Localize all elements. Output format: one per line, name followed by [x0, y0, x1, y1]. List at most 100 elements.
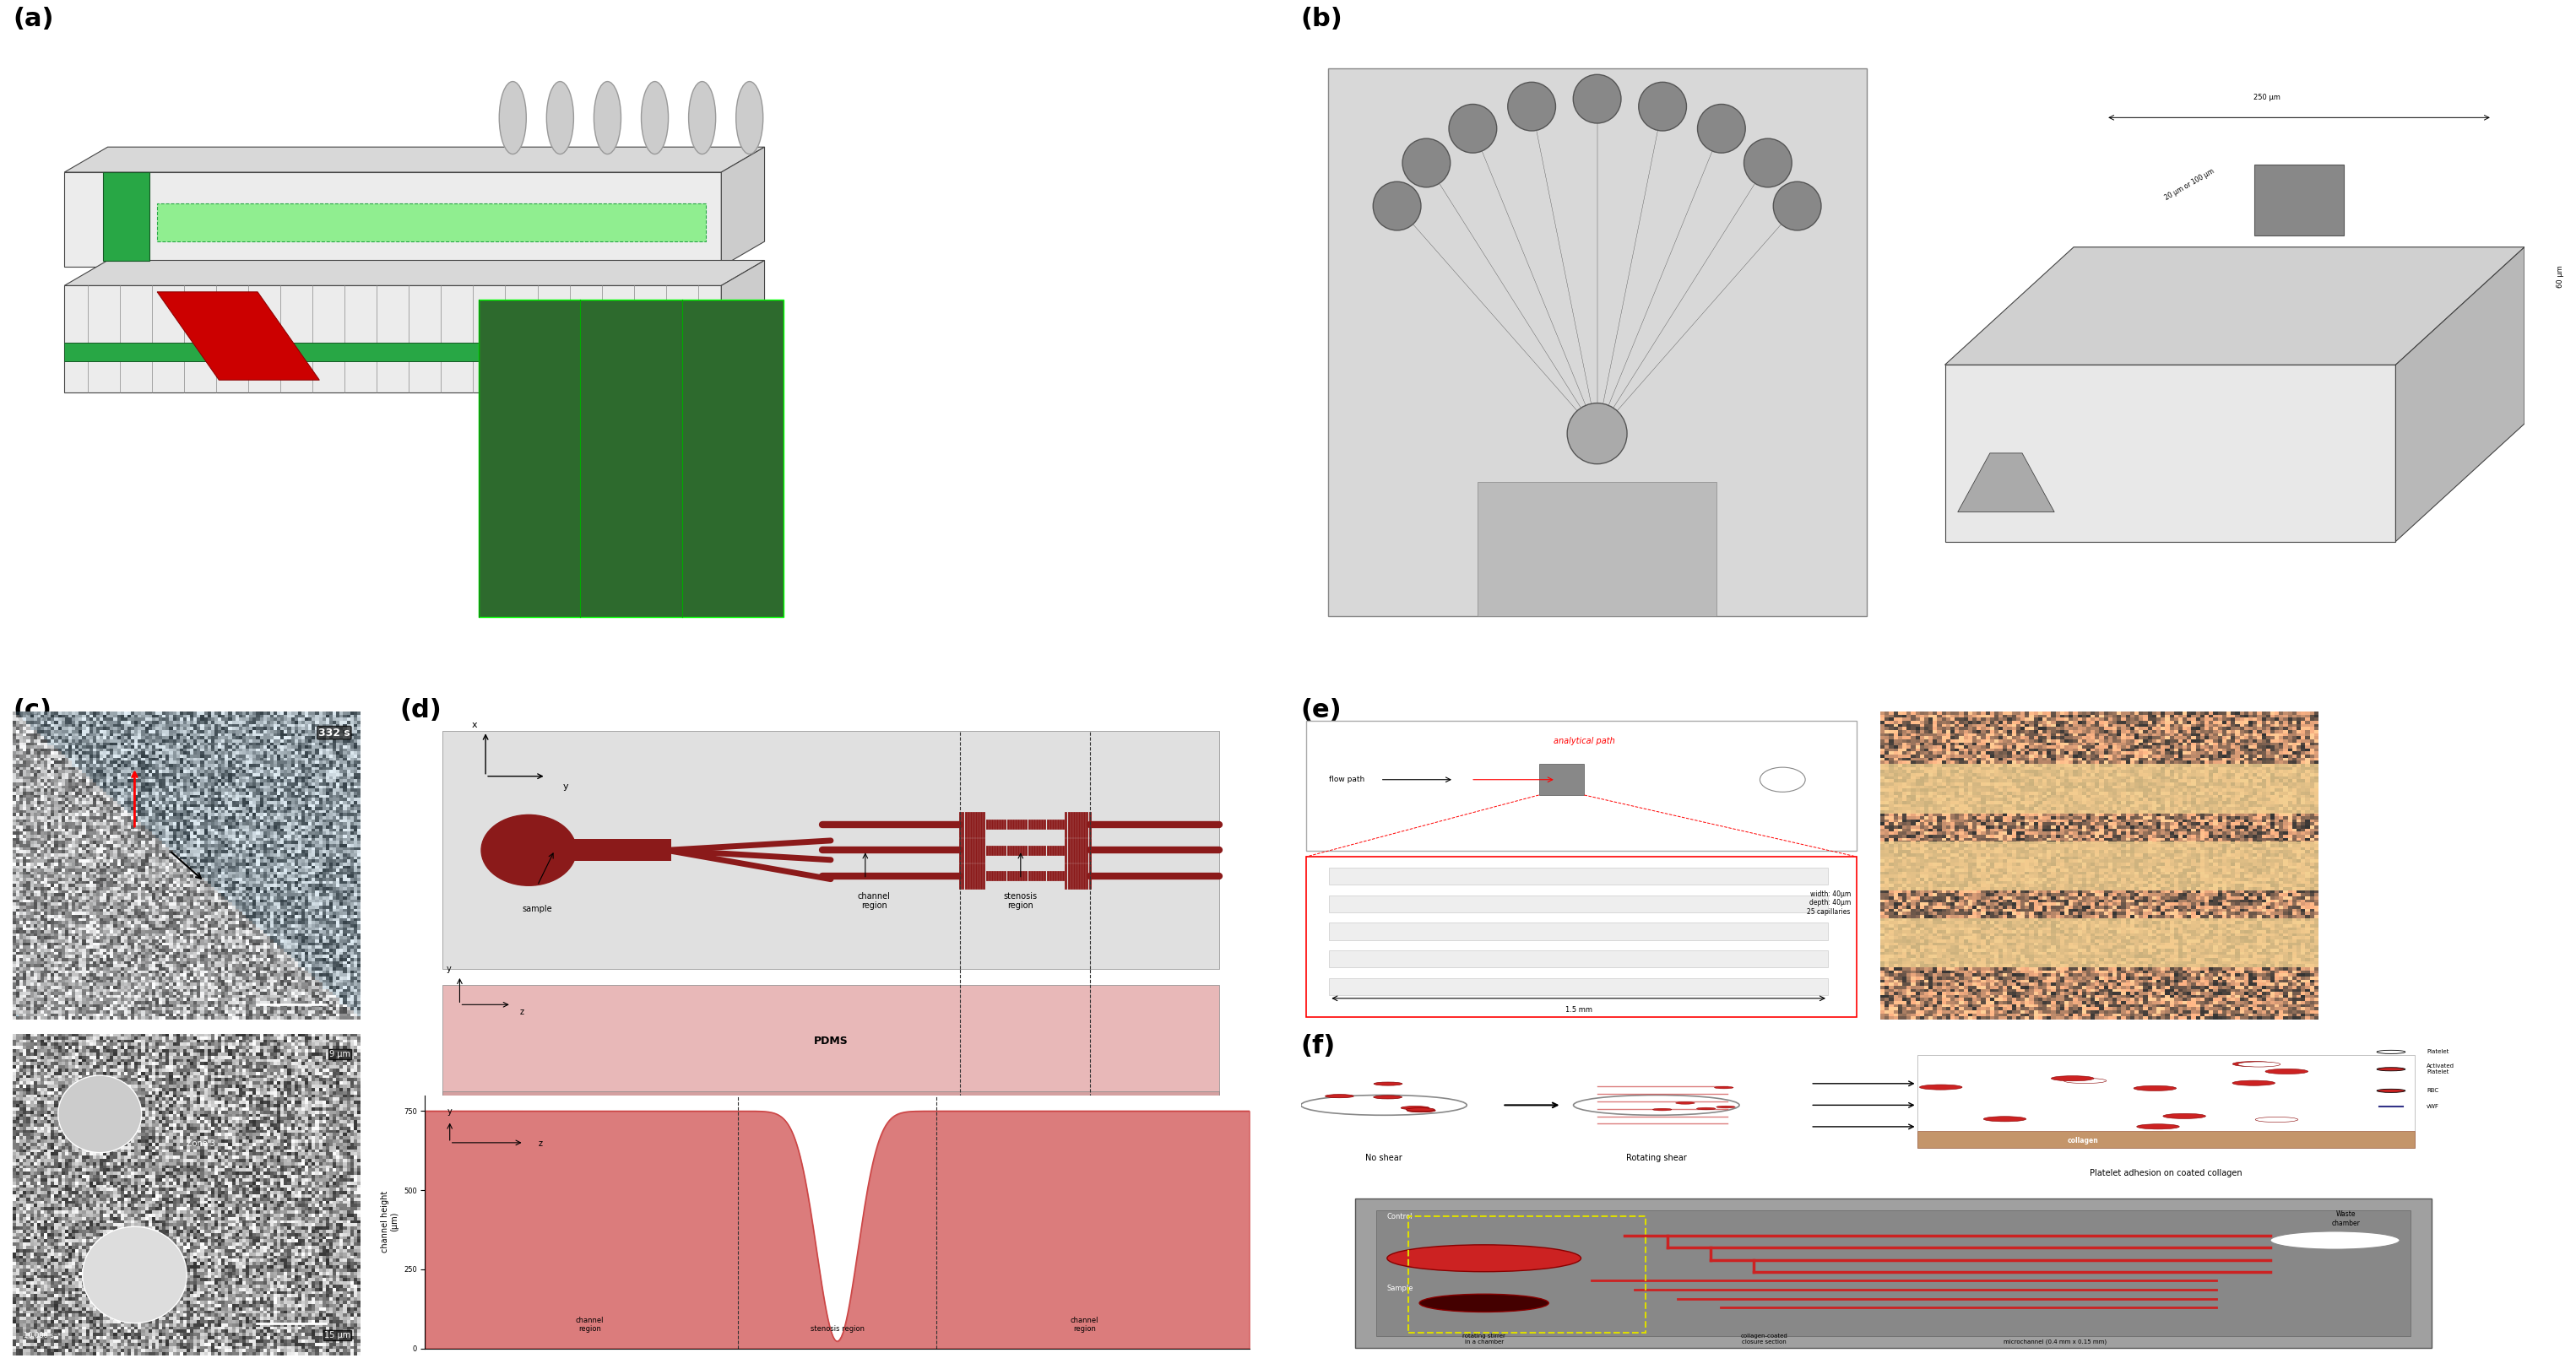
Text: width: 40μm
depth: 40μm
25 capillaries: width: 40μm depth: 40μm 25 capillaries — [1808, 890, 1850, 916]
Text: analytical path: analytical path — [1553, 737, 1615, 745]
Text: flow path: flow path — [1329, 776, 1365, 783]
Circle shape — [2226, 1106, 2267, 1112]
Text: Control: Control — [1386, 1213, 1412, 1220]
Circle shape — [1386, 1244, 1582, 1272]
Circle shape — [1638, 1103, 1659, 1105]
Bar — [479, 300, 783, 616]
Text: glass: glass — [734, 1134, 755, 1140]
Circle shape — [1419, 1294, 1548, 1312]
Polygon shape — [721, 260, 765, 393]
Text: 10,000 s⁻¹: 10,000 s⁻¹ — [23, 1332, 59, 1339]
Polygon shape — [157, 292, 319, 381]
Circle shape — [2048, 1094, 2092, 1099]
Circle shape — [737, 82, 762, 155]
Text: PDMS: PDMS — [814, 1036, 848, 1047]
Polygon shape — [64, 286, 721, 393]
Circle shape — [1370, 1121, 1401, 1124]
Circle shape — [1566, 402, 1628, 464]
Bar — [1306, 721, 1857, 850]
Bar — [1329, 979, 1829, 995]
Bar — [443, 986, 1218, 1098]
Text: stenosis
region: stenosis region — [1005, 893, 1038, 910]
Text: microchannel (0.4 mm x 0.15 mm): microchannel (0.4 mm x 0.15 mm) — [2004, 1339, 2107, 1344]
Circle shape — [1744, 138, 1793, 188]
Bar — [1409, 1217, 1646, 1333]
Text: (d): (d) — [399, 698, 440, 723]
Text: z: z — [538, 1139, 544, 1147]
Circle shape — [2378, 1050, 2406, 1054]
Circle shape — [1641, 1120, 1662, 1121]
Text: y: y — [564, 783, 569, 791]
Bar — [443, 1091, 1218, 1117]
Bar — [1479, 482, 1716, 616]
Circle shape — [1301, 1095, 1466, 1116]
Text: rotating stirrer
in a chamber: rotating stirrer in a chamber — [1463, 1333, 1504, 1344]
Text: (c): (c) — [13, 698, 52, 723]
Bar — [1880, 841, 2318, 890]
Bar — [1306, 857, 1857, 1017]
Text: 250 μm: 250 μm — [2254, 94, 2280, 101]
Text: Platelet: Platelet — [2427, 1050, 2450, 1054]
Circle shape — [1698, 104, 1747, 153]
Bar — [1376, 1210, 2411, 1336]
Bar — [1329, 895, 1829, 912]
Circle shape — [82, 1227, 185, 1322]
Text: 332 s: 332 s — [319, 727, 350, 738]
Y-axis label: channel height
(μm): channel height (μm) — [381, 1191, 399, 1253]
Text: RBC: RBC — [2427, 1088, 2439, 1094]
Circle shape — [2123, 1073, 2166, 1079]
Circle shape — [688, 82, 716, 155]
Circle shape — [1772, 182, 1821, 230]
Bar — [1917, 1054, 2414, 1149]
Circle shape — [1401, 138, 1450, 188]
Polygon shape — [64, 146, 765, 172]
Text: 1.5 mm: 1.5 mm — [1566, 1006, 1592, 1013]
Circle shape — [1574, 1095, 1739, 1116]
Text: collagen-coated
closure section: collagen-coated closure section — [1741, 1333, 1788, 1344]
Circle shape — [1759, 767, 1806, 791]
Circle shape — [59, 1076, 142, 1153]
Text: z: z — [520, 1008, 526, 1016]
Text: No shear: No shear — [1365, 1154, 1401, 1162]
Circle shape — [2378, 1088, 2406, 1092]
Polygon shape — [1945, 364, 2396, 541]
Text: aperture
plate: aperture plate — [471, 1127, 500, 1143]
Polygon shape — [2396, 248, 2524, 541]
Polygon shape — [64, 342, 721, 361]
Bar — [1329, 923, 1829, 939]
Text: 60 μm: 60 μm — [2555, 266, 2563, 287]
Bar — [1329, 868, 1829, 884]
Text: (f): (f) — [1301, 1034, 1337, 1058]
Text: y: y — [448, 1108, 453, 1116]
Text: channel
region: channel region — [1072, 1316, 1097, 1332]
Circle shape — [2282, 1064, 2324, 1069]
Text: 1 mm: 1 mm — [1097, 1131, 1118, 1138]
Text: stenosis region: stenosis region — [811, 1325, 863, 1332]
Circle shape — [482, 815, 577, 886]
Circle shape — [1600, 1118, 1618, 1120]
Bar — [1880, 919, 2318, 968]
Circle shape — [2378, 1068, 2406, 1071]
Bar — [443, 1117, 1218, 1136]
Bar — [1329, 950, 1829, 968]
Circle shape — [500, 82, 526, 155]
Text: x: x — [471, 720, 477, 728]
Circle shape — [1360, 1116, 1388, 1118]
Circle shape — [641, 82, 667, 155]
Circle shape — [1394, 1124, 1422, 1127]
Text: Waste
chamber: Waste chamber — [2331, 1210, 2360, 1227]
Circle shape — [1448, 104, 1497, 153]
Circle shape — [1574, 74, 1620, 123]
Circle shape — [1399, 1091, 1427, 1095]
Circle shape — [2295, 1062, 2339, 1066]
Circle shape — [1610, 1086, 1631, 1088]
Polygon shape — [2254, 164, 2344, 235]
Bar — [1538, 764, 1584, 795]
Circle shape — [1942, 1098, 1986, 1103]
Circle shape — [1718, 1101, 1736, 1102]
Polygon shape — [64, 172, 721, 267]
Bar — [443, 731, 1218, 969]
Text: channel
region: channel region — [577, 1316, 603, 1332]
Polygon shape — [64, 260, 765, 286]
Circle shape — [1924, 1061, 1965, 1066]
